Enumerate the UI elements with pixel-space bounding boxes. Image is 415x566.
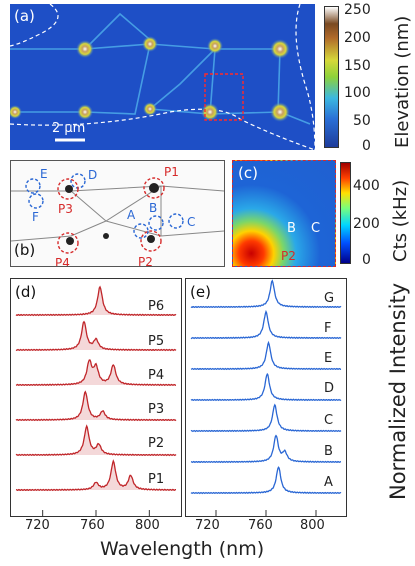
spectrum-label-P1: P1 (148, 472, 165, 487)
spectrum-label-P3: P3 (148, 402, 165, 417)
spectrum-line-F (190, 309, 342, 340)
spectrum-line-P6 (15, 285, 177, 317)
spectrum-fill (16, 286, 176, 316)
colorbar-a-tick: 150 (344, 58, 371, 74)
scale-bar-label: 2 μm (52, 121, 86, 136)
panel-b: E D F P3 P1 A B C P4 P2 (b) (10, 160, 225, 267)
marker-F: F (32, 210, 39, 224)
spectrum-line-P1 (15, 459, 176, 492)
panel-e-label: (e) (190, 283, 211, 301)
spectrum-label-A: A (324, 475, 333, 490)
marker-E: E (40, 167, 48, 181)
marker-B: B (149, 201, 158, 215)
x-tick-d: 800 (135, 518, 160, 533)
spectrum-line-A (190, 466, 342, 495)
spectrum-line-P2 (15, 424, 177, 457)
panel-c: (c) B C P2 (232, 160, 336, 267)
spectra-d-plot (15, 285, 177, 516)
spectrum-line-P5 (15, 320, 177, 352)
spectrum-label-C: C (324, 413, 334, 428)
sem-image (11, 173, 224, 254)
x-tick-e: 760 (248, 518, 273, 533)
colorbar-a-tick: 200 (344, 30, 371, 46)
marker-C: C (187, 215, 196, 229)
spectrum-fill (16, 461, 176, 491)
panel-b-label: (b) (14, 241, 36, 259)
x-tick-e: 720 (195, 518, 220, 533)
colorbar-a-tick: 0 (362, 138, 371, 154)
afm-map (10, 4, 315, 150)
colorbar-c (340, 162, 351, 264)
panel-a-label: (a) (14, 7, 35, 25)
spectrum-label-F: F (324, 321, 332, 336)
colorbar-c-label: Cts (kHz) (390, 179, 411, 262)
spectrum-label-G: G (324, 291, 335, 306)
spectra-e-plot (190, 279, 342, 516)
marker-c-C: C (311, 221, 321, 236)
spectrum-line-G (190, 279, 342, 309)
colorbar-c-tick: 400 (353, 178, 380, 194)
marker-P2: P2 (138, 255, 153, 267)
spectrum-line-D (190, 372, 342, 402)
x-tick-d: 720 (25, 518, 50, 533)
colorbar-c-tick: 0 (362, 252, 371, 268)
panel-d-label: (d) (15, 283, 37, 301)
spectrum-line-B (190, 434, 342, 464)
spectrum-label-P5: P5 (148, 334, 165, 349)
panel-c-label: (c) (238, 164, 258, 182)
spectrum-line-C (190, 403, 342, 433)
spectrum-label-B: B (324, 444, 333, 459)
spectrum-line-E (190, 340, 342, 371)
colorbar-a-label: Elevation (nm) (392, 15, 413, 148)
colorbar-a-tick: 100 (344, 85, 371, 101)
colorbar-c-tick: 200 (353, 216, 380, 232)
spectrum-label-P6: P6 (148, 299, 165, 314)
marker-c-P2: P2 (281, 249, 296, 263)
panel-d: (d) P6 P5 P4 P3 P2 P1 (10, 278, 182, 517)
x-tick-d: 760 (80, 518, 105, 533)
y-axis-label: Normalized Intensity (386, 282, 410, 500)
spectrum-label-P4: P4 (148, 368, 165, 383)
marker-P4: P4 (55, 256, 70, 267)
x-axis-label: Wavelength (nm) (100, 538, 265, 560)
spectrum-fill (16, 426, 176, 456)
spectrum-line-P4 (15, 359, 176, 387)
spectrum-fill (16, 360, 176, 386)
marker-D: D (88, 168, 98, 182)
marker-P1: P1 (164, 165, 179, 179)
spectrum-label-P2: P2 (148, 436, 165, 451)
marker-A: A (127, 208, 136, 222)
spectrum-line-P3 (15, 390, 177, 422)
marker-c-B: B (287, 221, 296, 236)
colorbar-a-tick: 50 (353, 113, 371, 129)
panel-a: (a) 2 μm (10, 4, 315, 150)
panel-e: (e) G F E D C B A (185, 278, 347, 517)
marker-P3: P3 (58, 202, 73, 216)
colorbar-a-tick: 250 (344, 2, 371, 18)
spectrum-fill (16, 321, 176, 351)
x-tick-e: 800 (300, 518, 325, 533)
spectrum-label-D: D (324, 381, 335, 396)
colorbar-a (324, 6, 339, 148)
spectrum-label-E: E (324, 351, 333, 366)
